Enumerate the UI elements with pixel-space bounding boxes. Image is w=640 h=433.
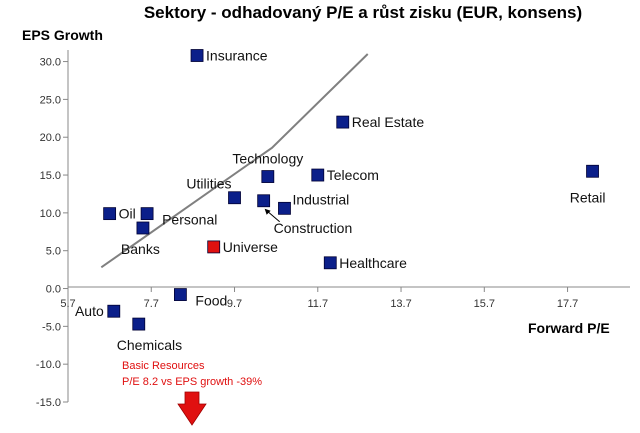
data-point-banks — [136, 221, 150, 235]
x-tick-label: 15.7 — [474, 298, 495, 310]
y-tick-label: 0.0 — [46, 284, 61, 296]
annotation-down-arrow — [177, 391, 207, 426]
x-tick-label: 11.7 — [307, 298, 328, 310]
y-tick-label: -10.0 — [36, 359, 61, 371]
data-point-auto — [107, 304, 121, 318]
data-label-banks: Banks — [121, 241, 160, 257]
y-tick-label: -5.0 — [42, 321, 61, 333]
y-tick-label: 15.0 — [40, 170, 61, 182]
data-point-real-estate — [336, 115, 350, 129]
x-tick-label: 9.7 — [227, 298, 242, 310]
trendline — [100, 53, 369, 269]
annotation-line-1: Basic Resources — [122, 360, 205, 372]
data-label-insurance: Insurance — [206, 48, 268, 64]
data-label-oil: Oil — [119, 206, 136, 222]
data-point-telecom — [311, 168, 325, 182]
data-label-auto: Auto — [75, 303, 104, 319]
y-tick-label: 30.0 — [40, 57, 61, 69]
label-pointer-arrowhead — [264, 208, 271, 215]
data-label-real-estate: Real Estate — [352, 114, 425, 130]
y-tick-label: 5.0 — [46, 246, 61, 258]
y-axis-title: EPS Growth — [22, 27, 103, 43]
data-point-healthcare — [323, 256, 337, 270]
x-tick-label: 7.7 — [144, 298, 159, 310]
x-tick-label: 13.7 — [390, 298, 411, 310]
y-tick-label: 20.0 — [40, 132, 61, 144]
data-label-construction: Construction — [274, 220, 353, 236]
x-tick-label: 5.7 — [60, 298, 75, 310]
data-point-personal — [140, 207, 154, 221]
data-point-industrial — [278, 201, 291, 215]
data-label-technology: Technology — [232, 151, 303, 167]
x-tick-label: 17.7 — [557, 298, 578, 310]
data-point-insurance — [190, 49, 204, 62]
y-tick-label: 10.0 — [40, 208, 61, 220]
data-label-retail: Retail — [570, 189, 606, 205]
data-point-chemicals — [132, 317, 146, 331]
data-point-universe — [207, 240, 221, 254]
data-label-industrial: Industrial — [292, 191, 349, 207]
data-label-food: Food — [195, 293, 227, 309]
y-tick-label: -15.0 — [36, 397, 61, 409]
data-label-telecom: Telecom — [327, 167, 379, 183]
plot-area: 30.0 25.0 20.0 15.0 10.0 5.0 0.0 -5.0 -10.0 -15.0… — [36, 48, 630, 426]
annotation-line-2: P/E 8.2 vs EPS growth -39% — [122, 376, 262, 388]
data-label-personal: Personal — [162, 212, 217, 228]
data-label-universe: Universe — [223, 239, 278, 255]
data-label-utilities: Utilities — [186, 176, 231, 192]
data-label-chemicals: Chemicals — [117, 337, 182, 353]
data-point-food — [173, 288, 187, 301]
data-point-construction — [257, 194, 271, 208]
data-point-retail — [586, 164, 599, 178]
chart-title: Sektory - odhadovaný P/E a růst zisku (E… — [144, 3, 582, 22]
y-tick-label: 25.0 — [40, 94, 61, 106]
data-point-utilities — [228, 191, 241, 205]
data-point-oil — [103, 207, 117, 221]
x-axis-title: Forward P/E — [528, 320, 610, 336]
data-point-technology — [261, 170, 275, 183]
data-label-healthcare: Healthcare — [339, 255, 407, 271]
